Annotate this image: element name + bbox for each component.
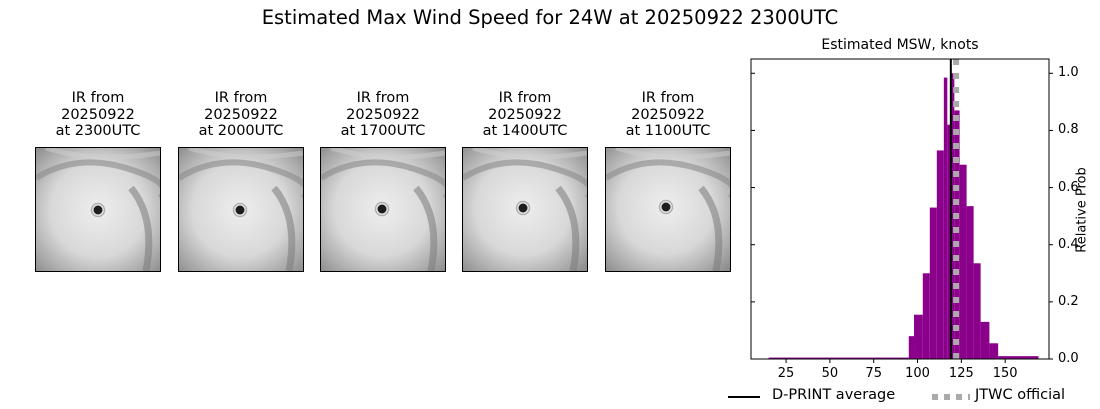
histogram-bar	[980, 321, 990, 359]
x-tick-label: 100	[905, 366, 930, 381]
ir-label-line: IR from	[498, 90, 552, 106]
ir-label-time: at 2000UTC	[198, 123, 284, 139]
histogram-bar	[950, 73, 955, 360]
ir-label-date: 20250922	[346, 106, 420, 123]
legend-dotted-line-icon	[932, 394, 970, 400]
legend-solid-line-icon	[728, 396, 760, 398]
y-tick-label: 0.2	[1058, 293, 1079, 309]
ir-label-line: IR from	[641, 90, 695, 106]
ir-panel-label: IR from 20250922 at 1400UTC	[462, 90, 588, 140]
ir-panel-label: IR from 20250922 at 1100UTC	[605, 90, 731, 140]
histogram-bar	[908, 336, 915, 359]
ir-satellite-image	[35, 147, 161, 272]
y-tick-label: 1.0	[1058, 65, 1079, 81]
histogram-bar	[954, 110, 960, 359]
ir-panel-label: IR from 20250922 at 2300UTC	[35, 90, 161, 140]
histogram-bar	[966, 206, 974, 359]
ir-label-time: at 2300UTC	[55, 123, 141, 139]
ir-panel: IR from 20250922 at 2300UTC	[35, 90, 161, 272]
ir-satellite-image	[462, 147, 588, 272]
legend-label-jtwc: JTWC official	[975, 387, 1066, 403]
histogram-bar	[768, 357, 909, 359]
histogram-title: Estimated MSW, knots	[821, 37, 979, 53]
ir-label-date: 20250922	[204, 106, 278, 123]
x-tick-label: 50	[821, 366, 839, 381]
histogram-bar	[929, 207, 937, 359]
y-tick-label: 0.8	[1058, 122, 1079, 138]
ir-panel-label: IR from 20250922 at 2000UTC	[178, 90, 304, 140]
ir-satellite-image	[320, 147, 446, 272]
figure-title: Estimated Max Wind Speed for 24W at 2025…	[261, 6, 839, 29]
x-tick-label: 75	[865, 366, 882, 381]
ir-panel: IR from 20250922 at 2000UTC	[178, 90, 304, 272]
ir-label-time: at 1400UTC	[482, 123, 568, 139]
histogram-bar	[943, 77, 948, 360]
histogram-bar	[989, 343, 999, 359]
histogram-bar	[947, 124, 951, 359]
plot-frame	[750, 58, 1050, 360]
histogram-bar	[922, 273, 930, 359]
ir-label-time: at 1100UTC	[625, 123, 711, 139]
ir-satellite-image	[178, 147, 304, 272]
ir-panel-label: IR from 20250922 at 1700UTC	[320, 90, 446, 140]
ir-label-line: IR from	[71, 90, 125, 106]
y-tick-label: 0.4	[1058, 236, 1079, 252]
histogram-bar	[914, 314, 923, 359]
x-tick-label: 150	[992, 366, 1018, 381]
histogram-bar	[936, 150, 944, 359]
histogram-bar	[998, 356, 1039, 359]
y-tick-label: 0.6	[1058, 179, 1079, 195]
ir-label-date: 20250922	[61, 106, 135, 123]
legend-label-dprint: D-PRINT average	[772, 387, 896, 403]
ir-label-time: at 1700UTC	[340, 123, 426, 139]
x-tick-label: 25	[777, 366, 795, 381]
ir-panel: IR from 20250922 at 1700UTC	[320, 90, 446, 272]
ir-panel: IR from 20250922 at 1400UTC	[462, 90, 588, 272]
ir-label-line: IR from	[356, 90, 410, 106]
ir-label-line: IR from	[214, 90, 268, 106]
ir-label-date: 20250922	[631, 106, 705, 123]
y-tick-label: 0.0	[1058, 351, 1079, 366]
ir-panel: IR from 20250922 at 1100UTC	[605, 90, 731, 272]
x-tick-label: 125	[948, 366, 974, 381]
histogram-bar	[959, 164, 967, 359]
ir-satellite-image	[605, 147, 731, 272]
ir-label-date: 20250922	[488, 106, 562, 123]
histogram-bar	[973, 263, 981, 359]
